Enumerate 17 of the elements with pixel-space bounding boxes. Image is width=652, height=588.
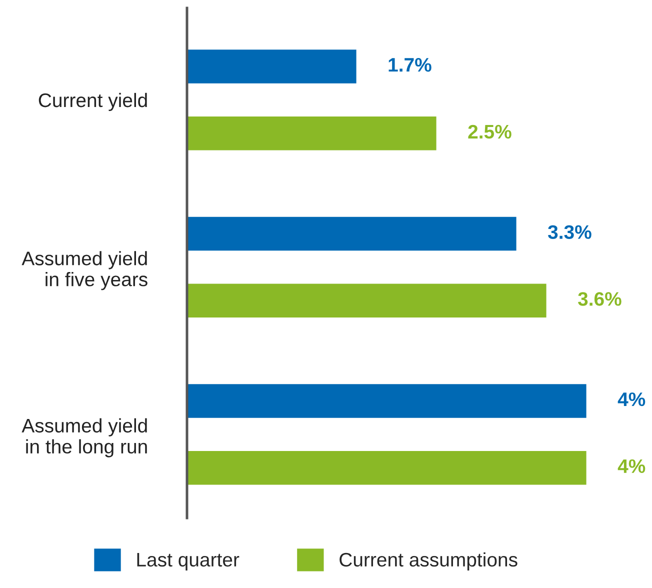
legend-label: Last quarter: [137, 553, 240, 570]
y-tick-label: Assumed yield in the long run: [22, 418, 147, 458]
data-label: 2.5%: [468, 124, 512, 139]
bar: [187, 450, 587, 486]
data-label: 3.3%: [548, 225, 592, 239]
bar: [187, 115, 438, 152]
bar: [187, 48, 358, 85]
data-label: 1.7%: [388, 58, 432, 72]
legend-label: Current assumptions: [340, 552, 518, 570]
bar: [187, 215, 518, 252]
bar: [187, 382, 587, 420]
y-tick-label: Assumed yield in five years: [22, 251, 148, 290]
data-label: 3.6%: [578, 292, 622, 306]
data-label: 4%: [618, 459, 646, 474]
bar: [187, 282, 548, 319]
y-tick-label: Current yield: [38, 92, 147, 112]
data-label: 4%: [618, 392, 646, 406]
